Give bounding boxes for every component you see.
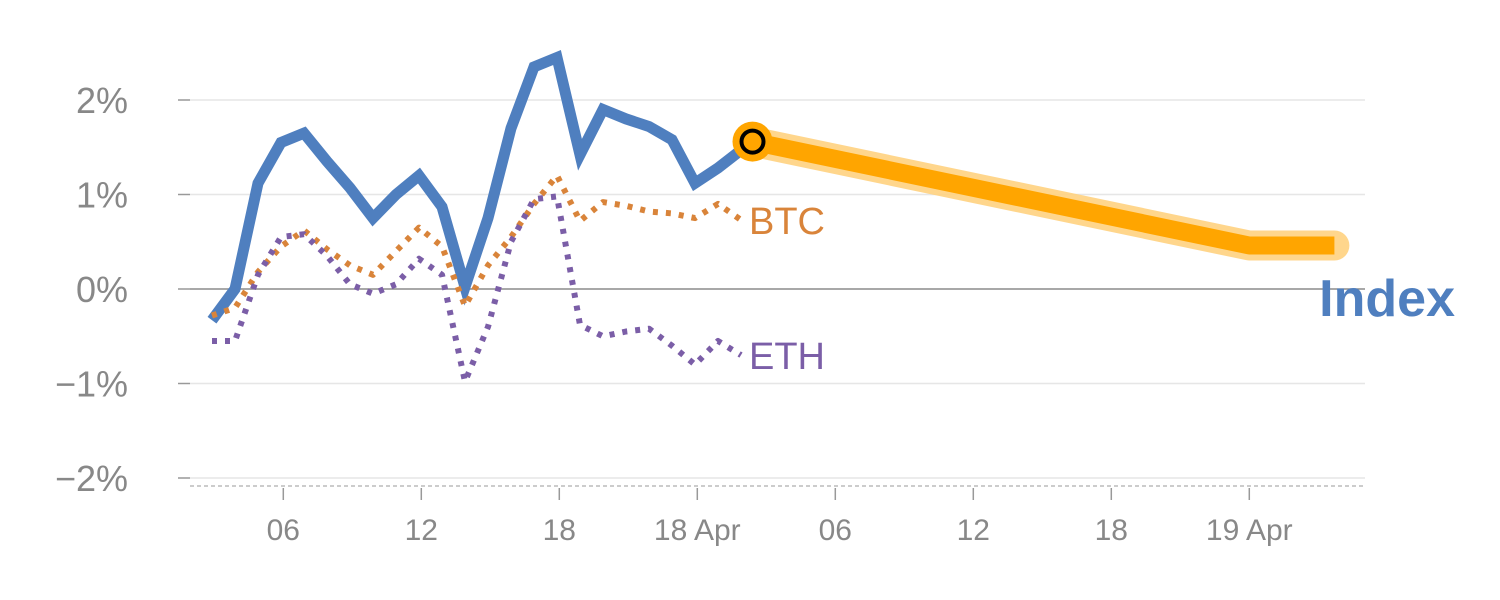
marker-outer-ring <box>732 121 773 162</box>
x-tick-label: 12 <box>957 514 990 547</box>
x-tick-label: 12 <box>405 514 438 547</box>
current-point-marker <box>732 121 773 162</box>
gridlines <box>190 99 1365 479</box>
marker-inner-ring <box>739 128 766 155</box>
y-tick-label: 0% <box>76 269 128 310</box>
x-tick-label: 06 <box>819 514 852 547</box>
index-series-label: Index <box>1319 270 1455 328</box>
y-axis: 2% 1% 0% −1% −2% <box>55 80 190 499</box>
y-tick-label: −1% <box>55 364 128 405</box>
eth-line <box>212 193 743 385</box>
x-axis: 06 12 18 18 Apr 06 12 18 19 Apr <box>190 485 1365 547</box>
forecast-line <box>750 132 1335 255</box>
x-tick-label: 18 <box>543 514 576 547</box>
y-tick-label: 2% <box>76 80 128 121</box>
series-lines <box>207 49 1350 385</box>
y-tick-label: −2% <box>55 458 128 499</box>
y-tick-label: 1% <box>76 175 128 216</box>
x-tick-label: 18 <box>1095 514 1128 547</box>
x-tick-label: 19 Apr <box>1206 514 1293 547</box>
index-line <box>207 49 756 324</box>
eth-series-label: ETH <box>749 336 825 378</box>
x-tick-label: 18 Apr <box>654 514 741 547</box>
series-labels: BTC ETH Index <box>749 201 1455 378</box>
btc-line <box>211 172 743 319</box>
btc-series-label: BTC <box>749 201 825 243</box>
x-tick-label: 06 <box>267 514 300 547</box>
